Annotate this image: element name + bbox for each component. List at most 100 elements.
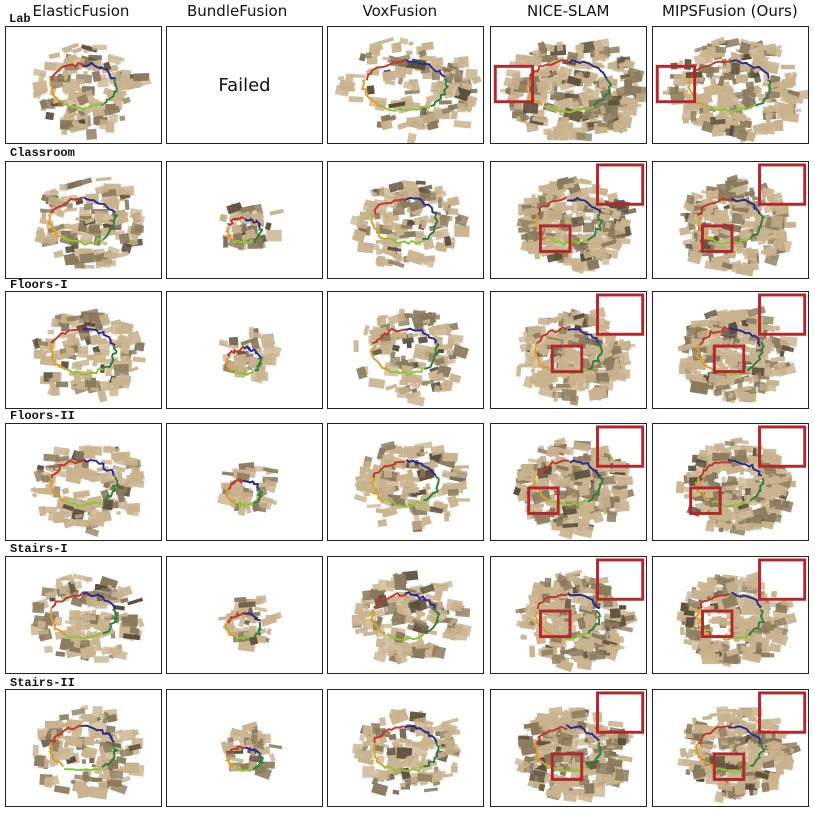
panel-floors1-voxfusion xyxy=(327,291,484,409)
highlight-box xyxy=(550,752,584,781)
panel-floors1-niceslam xyxy=(490,291,647,409)
reconstruction-image xyxy=(32,308,146,403)
panel-lab-voxfusion xyxy=(327,26,484,144)
failed-label: Failed xyxy=(218,75,271,96)
camera-trajectory xyxy=(224,745,265,772)
reconstruction-image xyxy=(514,691,645,803)
reconstruction-image xyxy=(493,38,646,142)
mesh-reconstruction xyxy=(353,308,469,407)
camera-trajectory xyxy=(370,591,441,642)
panel-stairs2-voxfusion xyxy=(327,689,484,807)
highlight-box xyxy=(493,64,535,104)
column-header-niceslam: NICE-SLAM xyxy=(527,2,610,20)
camera-trajectory xyxy=(49,326,118,376)
column-header-voxfusion: VoxFusion xyxy=(362,2,438,20)
reconstruction-image xyxy=(352,708,462,797)
mesh-reconstruction xyxy=(662,36,808,143)
mesh-reconstruction xyxy=(220,721,283,780)
panel-lab-mipsfusion xyxy=(652,26,809,144)
column-header-bundlefusion: BundleFusion xyxy=(187,2,288,20)
camera-trajectory xyxy=(224,610,263,641)
zoom-inset-box xyxy=(596,163,645,206)
camera-trajectory xyxy=(532,459,604,507)
reconstruction-image xyxy=(217,462,279,517)
camera-trajectory xyxy=(49,458,119,508)
camera-trajectory xyxy=(49,61,118,111)
highlight-box xyxy=(712,752,746,781)
reconstruction-image xyxy=(219,202,284,251)
panel-classroom-voxfusion xyxy=(327,161,484,279)
zoom-inset-box xyxy=(758,293,807,336)
panel-lab-bundlefusion: Failed xyxy=(166,26,323,144)
camera-trajectory xyxy=(370,196,439,245)
panel-lab-niceslam xyxy=(490,26,647,144)
camera-trajectory xyxy=(686,59,772,114)
reconstruction-image xyxy=(655,36,808,143)
reconstruction-image xyxy=(677,691,807,804)
zoom-inset-box xyxy=(758,425,807,468)
panel-classroom-mipsfusion xyxy=(652,161,809,279)
zoom-inset-box xyxy=(758,691,807,734)
row-label-floors1: Floors-I xyxy=(10,278,68,292)
mesh-reconstruction xyxy=(34,176,146,270)
highlight-box xyxy=(655,64,697,104)
camera-trajectory xyxy=(373,725,440,773)
panel-floors2-elasticfusion xyxy=(5,423,162,541)
reconstruction-image xyxy=(32,704,145,800)
zoom-inset-box xyxy=(758,558,807,601)
reconstruction-image xyxy=(30,445,145,537)
reconstruction-image xyxy=(513,425,645,540)
reconstruction-image xyxy=(353,308,469,407)
reconstruction-image xyxy=(218,327,282,384)
camera-trajectory xyxy=(534,196,604,246)
mesh-reconstruction xyxy=(351,570,472,665)
mesh-reconstruction xyxy=(353,440,470,532)
mesh-reconstruction xyxy=(30,573,145,663)
mesh-reconstruction xyxy=(515,569,638,673)
reconstruction-image xyxy=(676,558,807,668)
panel-stairs1-voxfusion xyxy=(327,556,484,674)
panel-classroom-bundlefusion xyxy=(166,161,323,279)
reconstruction-image xyxy=(218,595,283,653)
panel-stairs1-bundlefusion xyxy=(166,556,323,674)
highlight-box xyxy=(689,486,722,515)
mesh-reconstruction xyxy=(677,305,798,404)
mesh-reconstruction xyxy=(32,704,145,800)
mesh-reconstruction xyxy=(352,708,462,797)
reconstruction-image xyxy=(349,180,470,269)
column-header-elasticfusion: ElasticFusion xyxy=(32,2,130,20)
panel-floors2-voxfusion xyxy=(327,423,484,541)
reconstruction-image xyxy=(351,570,472,665)
camera-trajectory xyxy=(47,196,119,246)
camera-trajectory xyxy=(370,459,440,508)
mesh-reconstruction xyxy=(499,38,646,142)
camera-trajectory xyxy=(525,59,613,114)
highlight-box xyxy=(701,224,734,253)
reconstruction-image xyxy=(677,293,807,404)
mesh-reconstruction xyxy=(218,595,283,653)
reconstruction-image xyxy=(30,573,145,663)
zoom-inset-box xyxy=(596,691,645,734)
panel-floors1-mipsfusion xyxy=(652,291,809,409)
panel-classroom-niceslam xyxy=(490,161,647,279)
mesh-reconstruction xyxy=(334,37,482,143)
row-label-stairs2: Stairs-II xyxy=(10,676,75,690)
panel-floors2-mipsfusion xyxy=(652,423,809,541)
panel-stairs2-niceslam xyxy=(490,689,647,807)
zoom-inset-box xyxy=(596,293,645,336)
reconstruction-image xyxy=(353,440,470,532)
panel-stairs1-elasticfusion xyxy=(5,556,162,674)
reconstruction-image xyxy=(220,721,283,780)
camera-trajectory xyxy=(48,724,120,772)
highlight-box xyxy=(550,344,584,374)
mesh-reconstruction xyxy=(515,306,636,406)
mesh-reconstruction xyxy=(513,437,635,540)
panel-stairs2-bundlefusion xyxy=(166,689,323,807)
row-label-classroom: Classroom xyxy=(10,146,75,160)
reconstruction-image xyxy=(34,176,146,270)
zoom-inset-box xyxy=(758,163,807,206)
highlight-box xyxy=(539,224,572,253)
reconstruction-image xyxy=(678,163,807,277)
camera-trajectory xyxy=(225,345,264,377)
